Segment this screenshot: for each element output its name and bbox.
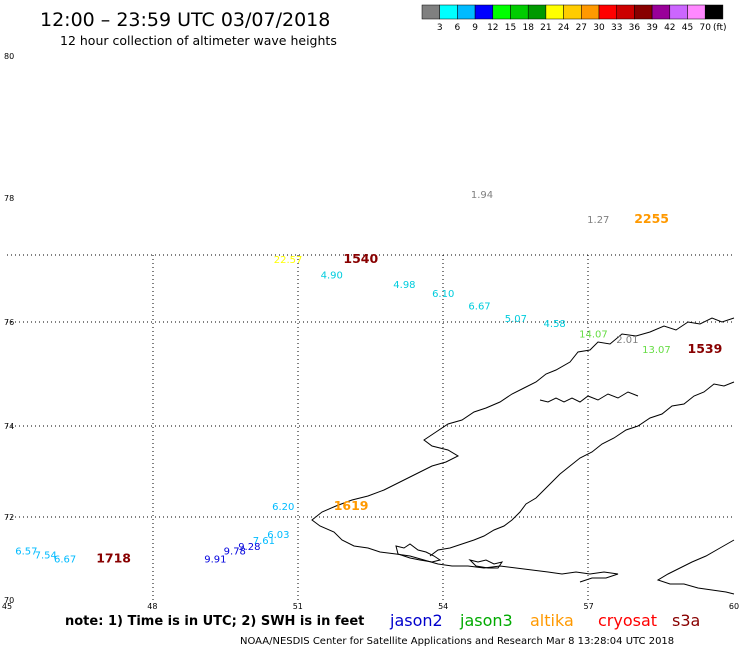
scale-tick-label: 24	[558, 23, 570, 33]
wave-height-value: 1.94	[471, 190, 493, 201]
scale-tick-label: 30	[593, 23, 605, 33]
scale-tick-label: 15	[505, 23, 516, 33]
scale-tick-label: 70	[699, 23, 711, 33]
lon-label: 60	[729, 602, 739, 611]
scale-swatch	[563, 4, 582, 20]
scale-swatch	[634, 4, 653, 20]
scale-tick-label: 6	[455, 23, 461, 33]
satellite-name: cryosat	[598, 611, 657, 630]
wave-height-value: 4.58	[544, 319, 566, 330]
scale-swatch	[581, 4, 600, 20]
lat-label: 76	[4, 318, 14, 327]
scale-tick-label: 3	[437, 23, 443, 33]
scale-swatch	[510, 4, 529, 20]
scale-tick-label: 42	[664, 23, 675, 33]
coastline-inner	[429, 381, 735, 557]
scale-swatch	[439, 4, 458, 20]
lat-label: 74	[4, 422, 14, 431]
wave-height-value: 4.90	[321, 271, 343, 282]
scale-unit-label: (ft)	[713, 23, 727, 33]
wave-height-value: 9.91	[204, 555, 226, 566]
wave-height-value: 1.27	[587, 215, 609, 226]
lon-label: 45	[2, 602, 12, 611]
satellite-name: s3a	[672, 611, 700, 630]
wave-height-value: 5.07	[505, 314, 527, 325]
pass-time: 1540	[343, 251, 378, 266]
map-subtitle: 12 hour collection of altimeter wave hei…	[60, 33, 337, 48]
scale-tick-label: 36	[629, 23, 641, 33]
lat-label: 72	[4, 513, 14, 522]
wave-height-value: 22.57	[274, 255, 303, 266]
scale-tick-label: 18	[522, 23, 534, 33]
scale-swatch	[598, 4, 617, 20]
scale-swatch	[687, 4, 706, 20]
scale-tick-label: 39	[646, 23, 658, 33]
latitude-labels: 80 78 76 74 72 70	[4, 52, 14, 605]
scale-tick-label: 33	[611, 23, 622, 33]
pass-time: 2255	[634, 211, 669, 226]
wave-height-value: 6.03	[267, 530, 289, 541]
satellite-name: jason2	[389, 611, 443, 630]
wave-height-value: 6.67	[468, 302, 490, 313]
lon-label: 54	[438, 602, 448, 611]
pass-time: 1619	[334, 498, 369, 513]
scale-swatch	[651, 4, 671, 20]
wave-height-value: 2.01	[616, 335, 638, 346]
scale-swatch	[704, 4, 724, 20]
island-south	[395, 543, 442, 563]
map-panel: 80 78 76 74 72 70 45 48 51 54 57 60 1.94 1.27 22.57 4…	[2, 52, 739, 611]
scale-tick-label: 21	[540, 23, 551, 33]
scale-tick-label: 45	[682, 23, 693, 33]
scale-swatch	[616, 4, 635, 20]
footer-credit: NOAA/NESDIS Center for Satellite Applica…	[240, 636, 674, 647]
satellite-name: jason3	[459, 611, 513, 630]
scale-tick-label: 27	[576, 23, 587, 33]
scale-swatch	[492, 4, 511, 20]
coastline-east	[656, 539, 735, 595]
coastline-fjords	[539, 391, 639, 403]
map-background	[7, 56, 734, 600]
scale-swatch	[545, 4, 564, 20]
wave-height-value: 9.28	[238, 542, 260, 553]
wave-height-value: 6.10	[432, 289, 454, 300]
scale-swatch	[527, 4, 547, 20]
wave-height-observations: 1.94 1.27 22.57 4.90 4.98 6.10 6.67 5.07 4.58 14.…	[15, 190, 671, 566]
lat-label: 70	[4, 596, 14, 605]
longitude-labels: 45 48 51 54 57 60	[2, 602, 739, 611]
wave-height-color-scale: 3 6 9 12 15 18 21 24 27 30 33 36 39 42 45 70	[421, 4, 724, 33]
scale-swatch	[421, 4, 440, 20]
lon-label: 51	[293, 602, 303, 611]
scale-tick-label: 9	[472, 23, 478, 33]
coastline	[311, 317, 735, 595]
wave-height-value: 6.57	[15, 546, 37, 557]
lat-label: 78	[4, 194, 14, 203]
wave-height-value: 14.07	[579, 330, 608, 341]
island-south-east	[468, 559, 504, 569]
scale-tick-label: 12	[487, 23, 498, 33]
pass-time: 1539	[688, 341, 723, 356]
map-title: 12:00 – 23:59 UTC 03/07/2018	[40, 9, 330, 31]
satellite-name: altika	[530, 611, 574, 630]
wave-height-value: 9.78	[224, 546, 246, 557]
satellite-legend: jason2 jason3 altika cryosat s3a	[389, 611, 700, 630]
wave-height-value: 6.20	[272, 502, 294, 513]
lon-label: 57	[584, 602, 594, 611]
lat-label: 80	[4, 52, 14, 61]
wave-height-value: 4.98	[393, 280, 415, 291]
scale-swatch	[669, 4, 688, 20]
footer-note: note: 1) Time is in UTC; 2) SWH is in fe…	[65, 614, 364, 629]
wave-height-value: 7.61	[253, 536, 275, 547]
coastline-southwest	[311, 317, 735, 583]
wave-height-value: 6.67	[54, 555, 76, 566]
wave-height-value: 7.54	[35, 551, 57, 562]
wave-height-value: 13.07	[642, 345, 671, 356]
scale-swatch	[457, 4, 476, 20]
pass-time: 1718	[96, 551, 131, 566]
scale-swatch	[474, 4, 494, 20]
lon-label: 48	[147, 602, 157, 611]
pass-time-labels: 2255 1540 1539 1619 1718	[96, 211, 722, 566]
